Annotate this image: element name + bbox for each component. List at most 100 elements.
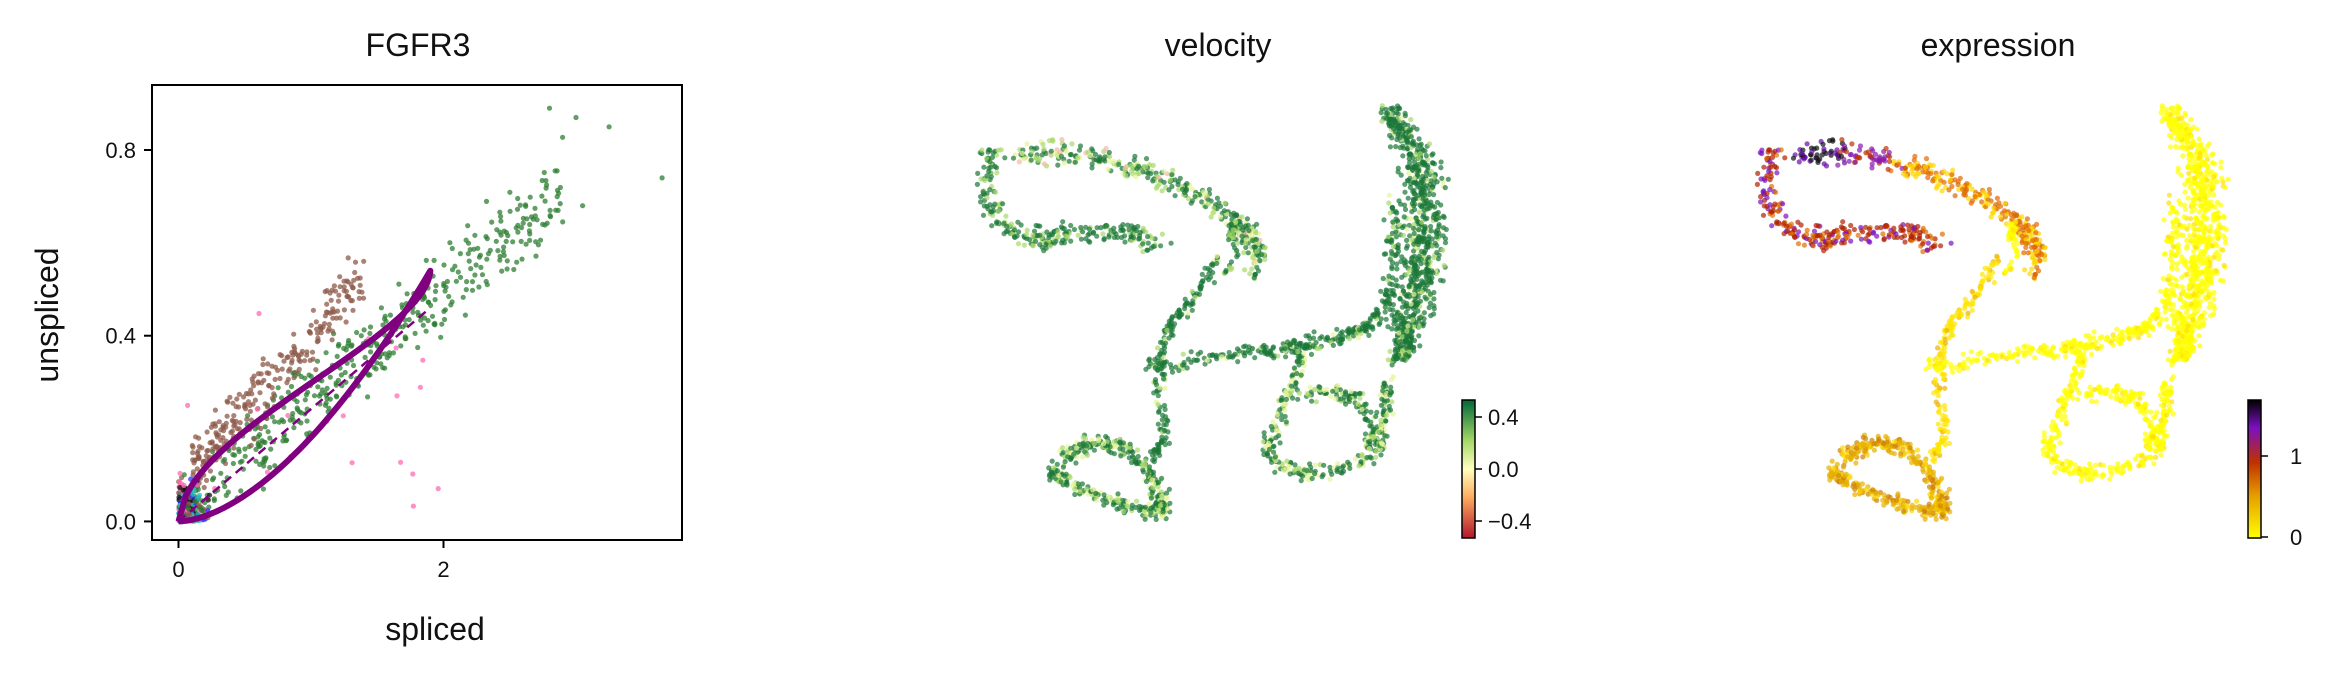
cell-point (1398, 172, 1404, 178)
data-point (503, 238, 509, 244)
cell-point (1764, 173, 1770, 179)
data-point (498, 213, 504, 220)
cell-point (2169, 251, 2175, 257)
cell-point (1079, 481, 1085, 487)
cell-point (1197, 284, 1203, 290)
data-point (230, 418, 237, 425)
cell-point (1969, 288, 1975, 294)
cell-point (1435, 256, 1441, 262)
data-point (256, 310, 262, 317)
cell-point (1321, 462, 1327, 468)
cell-point (2170, 219, 2176, 225)
cell-point (1366, 446, 1372, 452)
cell-point (2027, 271, 2033, 277)
cell-point (1176, 313, 1182, 319)
cell-point (1406, 313, 1412, 320)
cell-point (2097, 335, 2103, 341)
cell-point (1011, 227, 1018, 233)
cell-point (1379, 441, 1385, 447)
data-point (343, 288, 349, 294)
data-point (382, 313, 388, 319)
cell-point (1412, 274, 1419, 280)
cell-point (1891, 225, 1897, 231)
cell-point (1122, 233, 1128, 239)
cell-point (1397, 295, 1403, 302)
data-point (227, 394, 233, 400)
cell-point (1219, 354, 1225, 360)
cell-point (1809, 149, 1815, 155)
cell-point (1408, 277, 1414, 283)
cell-point (1222, 200, 1228, 206)
data-point (537, 237, 544, 243)
data-point (207, 440, 213, 446)
cell-point (1077, 441, 1083, 447)
cell-point (1401, 202, 1408, 208)
cell-point (1796, 229, 1802, 235)
data-point (433, 283, 439, 289)
cell-point (1395, 169, 1401, 175)
data-point (573, 114, 579, 121)
cell-point (1015, 241, 1022, 247)
data-point (266, 370, 272, 376)
cell-point (2042, 256, 2048, 263)
cell-point (1935, 393, 1941, 399)
cell-point (1362, 431, 1369, 437)
cell-point (1118, 224, 1124, 230)
cell-point (1261, 451, 1267, 458)
cell-point (1411, 230, 1417, 237)
cell-point (1373, 454, 1379, 460)
cell-point (1939, 188, 1945, 194)
cell-point (1402, 181, 1408, 187)
cell-point (1214, 195, 1220, 201)
cell-point (1199, 278, 1206, 284)
cell-point (2135, 335, 2142, 341)
cell-point (1311, 329, 1317, 335)
cell-point (1407, 159, 1413, 166)
data-point (231, 413, 237, 419)
cell-point (1254, 221, 1260, 227)
cell-point (1935, 421, 1941, 427)
data-point (177, 470, 183, 476)
cell-point (1159, 475, 1165, 481)
cell-point (981, 203, 987, 209)
cell-point (1235, 359, 1241, 365)
cell-point (1268, 353, 1274, 359)
data-point (357, 282, 363, 288)
cell-point (1261, 430, 1267, 436)
cell-point (1378, 423, 1384, 429)
cell-point (1762, 177, 1768, 183)
cell-point (1387, 392, 1393, 398)
data-point (295, 352, 301, 358)
cell-point (1136, 171, 1142, 177)
cell-point (1183, 301, 1189, 307)
data-point (238, 488, 244, 494)
cell-point (1378, 452, 1384, 458)
cell-point (2029, 266, 2035, 272)
cell-point (1023, 231, 1030, 237)
data-point (234, 426, 240, 432)
cell-point (1050, 138, 1056, 144)
cell-point (1150, 457, 1156, 463)
cell-point (1029, 149, 1035, 155)
cell-point (1402, 113, 1408, 119)
cell-point (1369, 423, 1375, 429)
cell-point (1184, 365, 1190, 371)
data-point (244, 416, 250, 422)
cell-point (1874, 233, 1880, 239)
cell-point (1048, 469, 1055, 475)
cell-point (1245, 250, 1251, 256)
data-point (272, 463, 278, 469)
cell-point (1424, 261, 1430, 267)
cell-point (1211, 205, 1217, 211)
cell-point (1387, 144, 1393, 150)
cell-point (1369, 434, 1375, 440)
data-point (534, 217, 540, 223)
data-point (298, 373, 304, 380)
cell-point (1228, 259, 1235, 265)
cell-point (2160, 275, 2166, 282)
data-point (484, 256, 490, 262)
cell-point (1002, 155, 1008, 161)
cell-point (1307, 384, 1313, 390)
cell-point (1942, 427, 1948, 433)
cell-point (1089, 146, 1095, 152)
